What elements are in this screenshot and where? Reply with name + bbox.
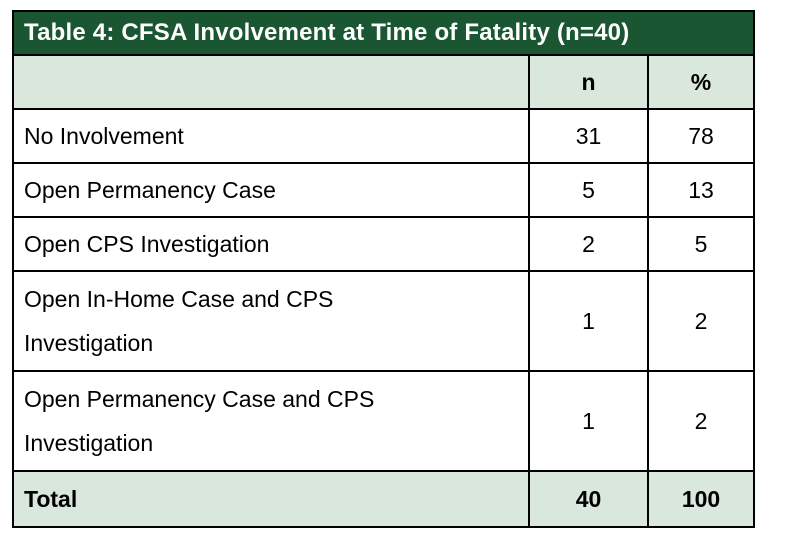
row-pct-value: 78	[646, 108, 756, 164]
row-n-value: 1	[528, 370, 649, 472]
row-label: Open CPS Investigation	[12, 216, 530, 272]
cfsa-involvement-table: Table 4: CFSA Involvement at Time of Fat…	[11, 10, 756, 528]
row-label: Open Permanency Case and CPS Investigati…	[12, 370, 530, 472]
row-label: No Involvement	[12, 108, 530, 164]
column-header-label	[12, 54, 530, 110]
row-n-value: 31	[528, 108, 649, 164]
column-header-n: n	[528, 54, 649, 110]
table-total-row: Total 40 100	[12, 470, 756, 528]
total-pct-value: 100	[646, 470, 756, 528]
row-label: Open Permanency Case	[12, 162, 530, 218]
row-pct-value: 5	[646, 216, 756, 272]
table-row: Open Permanency Case and CPS Investigati…	[12, 370, 756, 472]
row-n-value: 2	[528, 216, 649, 272]
table-row: Open In-Home Case and CPS Investigation …	[12, 270, 756, 372]
table-row: No Involvement 31 78	[12, 108, 756, 164]
column-header-pct: %	[646, 54, 756, 110]
row-pct-value: 2	[646, 370, 756, 472]
row-n-value: 1	[528, 270, 649, 372]
table-title: Table 4: CFSA Involvement at Time of Fat…	[11, 10, 756, 56]
row-n-value: 5	[528, 162, 649, 218]
column-header-row: n %	[12, 54, 756, 110]
table-row: Open CPS Investigation 2 5	[12, 216, 756, 272]
row-label: Open In-Home Case and CPS Investigation	[12, 270, 530, 372]
table-row: Open Permanency Case 5 13	[12, 162, 756, 218]
row-pct-value: 13	[646, 162, 756, 218]
total-n-value: 40	[528, 470, 649, 528]
table-title-row: Table 4: CFSA Involvement at Time of Fat…	[11, 10, 756, 56]
total-label: Total	[12, 470, 530, 528]
row-pct-value: 2	[646, 270, 756, 372]
